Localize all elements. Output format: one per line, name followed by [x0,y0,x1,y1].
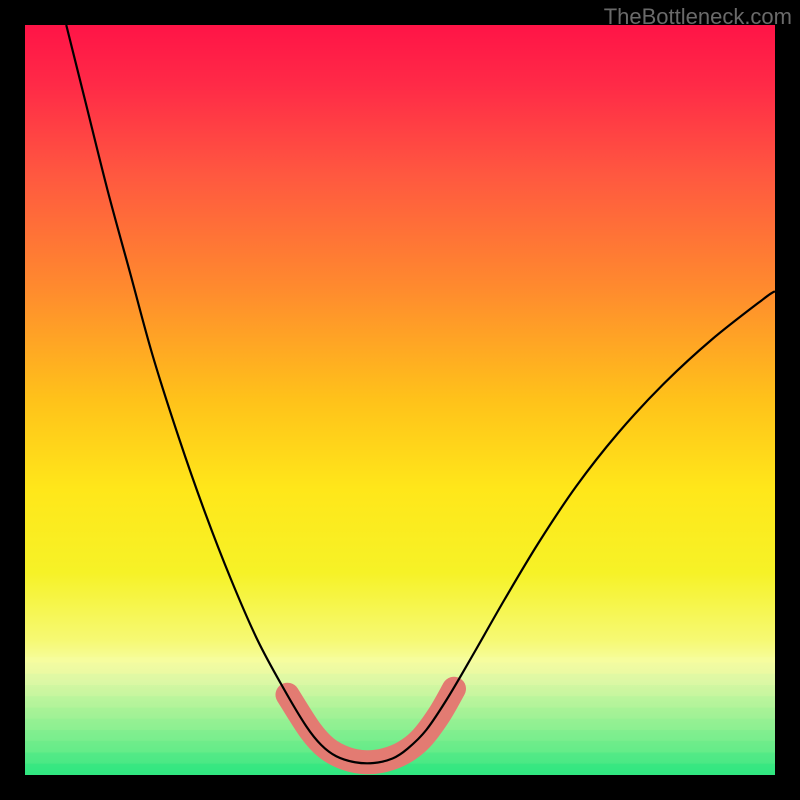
green-band [25,708,775,719]
bottleneck-chart: TheBottleneck.com [0,0,800,800]
green-band [25,657,775,661]
chart-svg [0,0,800,800]
green-band [25,663,775,674]
green-band [25,685,775,696]
green-band [25,730,775,741]
green-band [25,674,775,685]
green-band [25,696,775,707]
green-band [25,719,775,730]
